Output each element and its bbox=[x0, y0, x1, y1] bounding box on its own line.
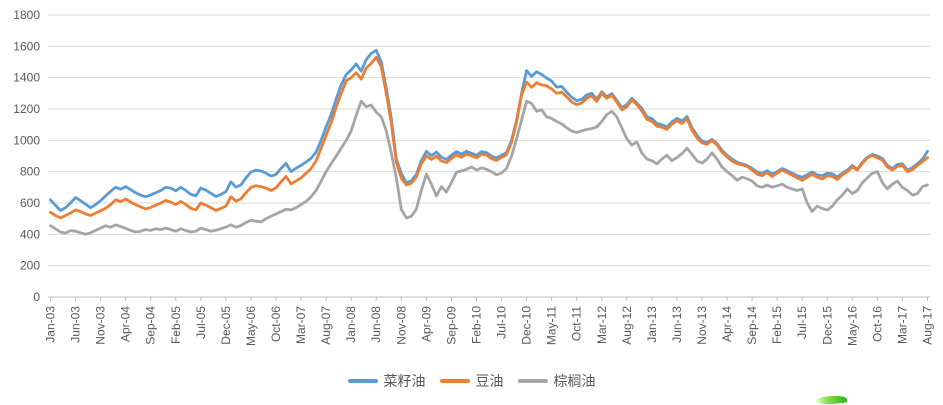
x-axis-tick-label: Sep-04 bbox=[144, 306, 158, 345]
y-axis-tick-label: 400 bbox=[20, 227, 40, 241]
x-axis-tick-label: Oct-11 bbox=[570, 306, 584, 341]
x-axis-tick-label: May-11 bbox=[545, 306, 559, 345]
x-axis-tick-label: Nov-13 bbox=[695, 306, 709, 345]
soybean-oil-line-swatch bbox=[439, 379, 470, 383]
chart-legend: 菜籽油 豆油 棕榈油 bbox=[0, 374, 943, 388]
x-axis-tick-label: Jul-15 bbox=[795, 306, 809, 339]
green-swoosh-decoration bbox=[815, 394, 848, 405]
x-axis-tick-label: Oct-16 bbox=[870, 306, 884, 342]
x-axis-tick-label: Oct-06 bbox=[269, 306, 283, 342]
y-axis-tick-label: 1000 bbox=[13, 133, 40, 147]
palm-oil-line-swatch bbox=[517, 379, 548, 383]
legend-item-soybean-oil: 豆油 bbox=[439, 373, 504, 389]
series-line-3 bbox=[49, 99, 929, 236]
y-axis-tick-label: 1200 bbox=[13, 102, 40, 116]
series-line-2 bbox=[49, 55, 929, 220]
x-axis-tick-label: Aug-07 bbox=[319, 306, 333, 345]
x-axis-tick-label: May-16 bbox=[845, 306, 859, 346]
x-axis-tick-label: Aug-17 bbox=[921, 306, 935, 345]
x-axis-tick-label: Jun-03 bbox=[69, 306, 83, 343]
x-axis-tick-label: May-06 bbox=[244, 306, 258, 346]
legend-label: 棕榈油 bbox=[553, 373, 596, 389]
x-axis-tick-label: Mar-07 bbox=[294, 306, 308, 344]
x-axis-tick-label: Sep-09 bbox=[444, 306, 458, 345]
x-axis-tick-label: Jun-13 bbox=[670, 306, 684, 343]
legend-label: 豆油 bbox=[475, 373, 504, 389]
legend-label: 菜籽油 bbox=[383, 373, 426, 389]
x-axis-tick-label: Jul-05 bbox=[194, 306, 208, 339]
x-axis-tick-label: Dec-05 bbox=[219, 306, 233, 345]
x-axis-tick-label: Aug-12 bbox=[620, 306, 634, 345]
x-axis-tick-label: Feb-05 bbox=[169, 306, 183, 344]
x-axis-tick-label: Feb-15 bbox=[770, 306, 784, 344]
x-axis-tick-label: Jun-08 bbox=[369, 306, 383, 343]
x-axis-tick-label: Dec-10 bbox=[520, 306, 534, 345]
x-axis-tick-label: Apr-04 bbox=[119, 306, 133, 342]
x-axis-tick-label: Jan-13 bbox=[645, 306, 659, 343]
y-axis-tick-label: 200 bbox=[20, 259, 40, 273]
y-axis-tick-label: 1400 bbox=[13, 71, 40, 85]
x-axis-tick-label: Jan-08 bbox=[344, 306, 358, 343]
legend-item-rapeseed-oil: 菜籽油 bbox=[347, 373, 426, 389]
x-axis-tick-label: Apr-09 bbox=[419, 306, 433, 342]
y-axis-tick-label: 0 bbox=[33, 290, 40, 304]
x-axis-tick-label: Jan-03 bbox=[44, 306, 58, 343]
y-axis-tick-label: 1800 bbox=[13, 8, 40, 22]
x-axis-tick-label: Mar-12 bbox=[595, 306, 609, 344]
x-axis-tick-label: Feb-10 bbox=[469, 306, 483, 344]
x-axis-tick-label: Nov-03 bbox=[94, 306, 108, 345]
y-axis-tick-label: 800 bbox=[20, 165, 40, 179]
x-axis-tick-label: Dec-15 bbox=[820, 306, 834, 345]
x-axis-tick-label: Mar-17 bbox=[895, 306, 909, 344]
y-axis-tick-label: 1600 bbox=[13, 39, 40, 53]
series-line-1 bbox=[49, 48, 929, 212]
x-axis-tick-label: Apr-14 bbox=[720, 306, 734, 342]
x-axis-tick-label: Jul-10 bbox=[495, 306, 509, 339]
legend-item-palm-oil: 棕榈油 bbox=[517, 373, 596, 389]
price-line-chart: 0 200 400 600 800 1000 1200 1400 1600 1800 Jan-03 J… bbox=[13, 8, 935, 346]
x-axis-tick-label: Sep-14 bbox=[745, 306, 759, 345]
x-axis-tick-label: Nov-08 bbox=[394, 306, 408, 345]
y-axis-tick-label: 600 bbox=[20, 196, 40, 210]
rapeseed-oil-line-swatch bbox=[347, 379, 378, 383]
